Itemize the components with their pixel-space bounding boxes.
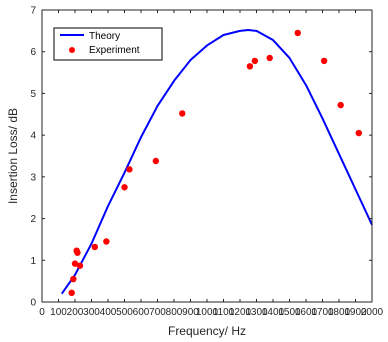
experiment-point [152,157,160,165]
y-axis-label: Insertion Loss/ dB [6,108,20,204]
experiment-point [126,166,133,173]
experiment-point [246,63,254,70]
x-tick-label: 1400 [262,307,285,318]
y-tick-label: 5 [30,89,36,100]
experiment-point [337,101,344,109]
x-tick-label: 2000 [361,307,384,318]
x-tick-label: 1700 [311,307,334,318]
experiment-point [355,129,362,137]
experiment-point [91,243,99,251]
y-tick-label: 1 [30,256,36,267]
experiment-point [70,275,77,283]
experiment-point [76,262,84,269]
experiment-point [266,54,273,62]
experiment-point [294,29,301,37]
y-tick-label: 3 [30,172,36,183]
x-axis-label: Frequency/ Hz [168,324,246,338]
legend-box [53,27,163,61]
x-tick-label: 1100 [213,307,235,318]
x-tick-label: 1500 [278,307,301,318]
x-tick-label: 200 [67,307,84,318]
legend-experiment-label: Experiment [89,45,140,56]
x-tick-label: 700 [149,307,166,318]
axes-layer: 0 100 200 300 400 500 600 700 800 900100011001200… [30,6,383,319]
x-tick-label: 1300 [245,307,268,318]
experiment-point [251,57,259,65]
experiment-point [71,260,79,267]
legend: Theory Experiment [53,27,163,61]
x-tick-label: 1200 [229,307,252,318]
x-tick-label: 800 [166,307,183,318]
experiment-point [74,249,81,256]
legend-theory-label: Theory [89,31,120,42]
x-tick-label: 100 [50,307,67,318]
y-tick-label: 2 [30,214,36,225]
experiment-point [179,110,186,117]
experiment-point [68,289,75,297]
experiment-point [320,57,328,65]
x-tick-label: 1900 [344,307,367,318]
theory-line [60,29,373,295]
y-tick-label: 6 [30,47,36,58]
y-tick-label: 4 [30,131,36,142]
x-tick-label: 0 [39,307,45,318]
legend-experiment-marker [69,47,75,53]
x-tick-label: 500 [116,307,133,318]
x-tick-label: 400 [100,307,117,318]
x-tick-label: 900 [182,307,199,318]
x-tick-label: 300 [83,307,100,318]
experiment-point [121,184,128,191]
series-layer [60,29,373,297]
experiment-point [103,238,110,245]
x-tick-label: 1000 [196,307,219,318]
x-tick-label: 1800 [328,307,351,318]
x-tick-label: 600 [133,307,150,318]
y-tick-label: 0 [30,298,36,309]
y-tick-label: 7 [30,6,36,17]
x-tick-label: 1600 [295,307,318,318]
